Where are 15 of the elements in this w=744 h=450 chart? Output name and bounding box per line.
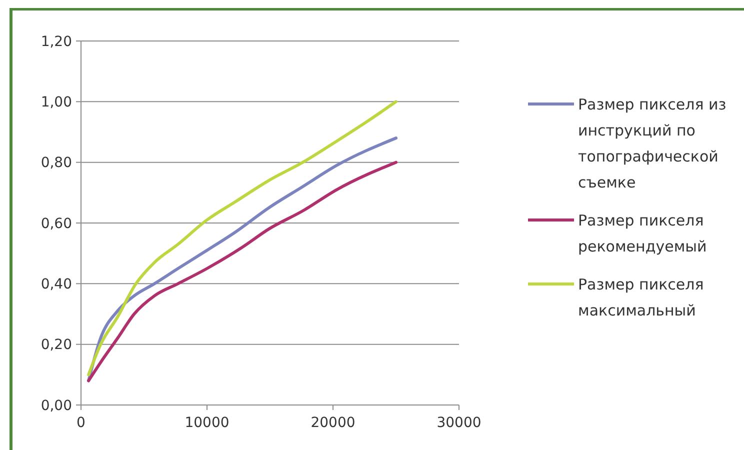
y-tick-label: 0,60	[40, 216, 72, 232]
legend-label: Размер пикселя максимальный	[578, 275, 704, 320]
x-tick-label: 10000	[184, 415, 230, 431]
y-tick-label: 1,00	[40, 94, 72, 111]
y-tick-label: 0,20	[40, 337, 72, 354]
y-tick-label: 0,00	[40, 398, 72, 414]
x-tick-label: 0	[76, 415, 86, 431]
legend-label: Размер пикселя рекомендуемый	[578, 211, 707, 256]
x-tick-label: 20000	[310, 415, 356, 431]
y-tick-label: 0,80	[40, 155, 72, 172]
y-tick-label: 0,40	[40, 276, 72, 293]
line-series	[87, 100, 398, 376]
legend-label: Размер пикселя из инструкций по топографической съемке	[578, 95, 726, 192]
y-tick-label: 1,20	[40, 34, 72, 50]
x-tick-label: 30000	[436, 415, 482, 431]
